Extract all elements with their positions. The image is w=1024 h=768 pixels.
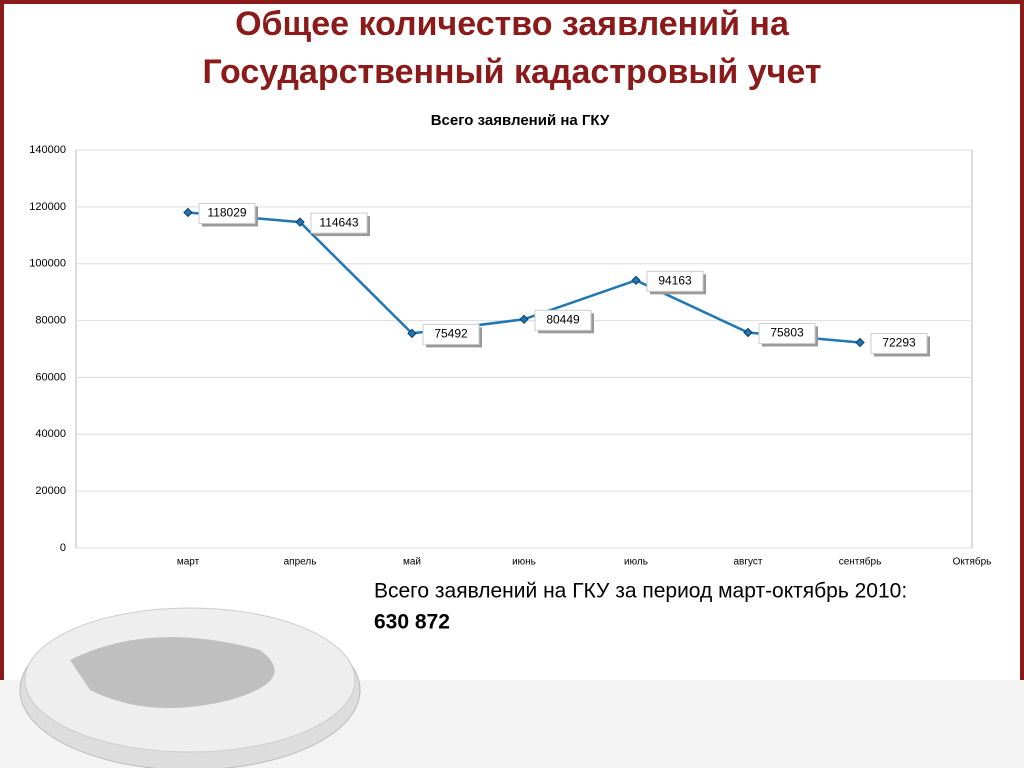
x-tick-label: март (177, 557, 200, 568)
chart-title: Всего заявлений на ГКУ (431, 112, 610, 129)
data-label: 75492 (434, 327, 468, 341)
label-box (646, 270, 704, 292)
label-box (422, 323, 480, 345)
x-tick-label: август (734, 557, 763, 568)
y-tick-label: 80000 (35, 314, 66, 326)
data-label: 72293 (882, 336, 916, 350)
y-tick-label: 20000 (35, 485, 66, 497)
x-tick-label: июль (624, 557, 648, 568)
data-label: 75803 (770, 326, 804, 340)
total: 630 872 (374, 611, 450, 634)
point (743, 327, 753, 338)
y-tick-label: 60000 (35, 371, 66, 383)
data-label: 118029 (207, 206, 246, 220)
x-tick-label: май (403, 557, 421, 568)
point (183, 207, 193, 218)
y-tick-label: 120000 (29, 201, 66, 213)
point (519, 314, 529, 325)
data-label: 94163 (658, 273, 692, 287)
point (295, 217, 305, 227)
slide-title: Государственный кадастровый учет (202, 53, 821, 91)
point (407, 328, 417, 339)
y-tick-label: 100000 (29, 258, 66, 270)
y-tick-label: 0 (60, 542, 66, 554)
label-box (758, 323, 816, 345)
point (855, 337, 865, 348)
globe-decoration (0, 607, 1024, 768)
x-tick-label: апрель (284, 557, 317, 568)
x-tick-label: Октябрь (953, 556, 992, 568)
note: Всего заявлений на ГКУ за период март-ок… (374, 580, 907, 603)
label-box (198, 202, 256, 224)
data-label: 114643 (319, 215, 358, 229)
x-tick-label: сентябрь (839, 556, 882, 568)
point (631, 275, 641, 286)
label-box (870, 332, 928, 354)
data-label: 80449 (546, 312, 580, 326)
x-tick-label: июнь (512, 557, 536, 568)
label-box (534, 309, 592, 331)
y-tick-label: 140000 (29, 144, 66, 156)
label-box (310, 212, 368, 234)
y-tick-label: 40000 (35, 428, 66, 440)
slide-title: Общее количество заявлений на (235, 5, 790, 43)
